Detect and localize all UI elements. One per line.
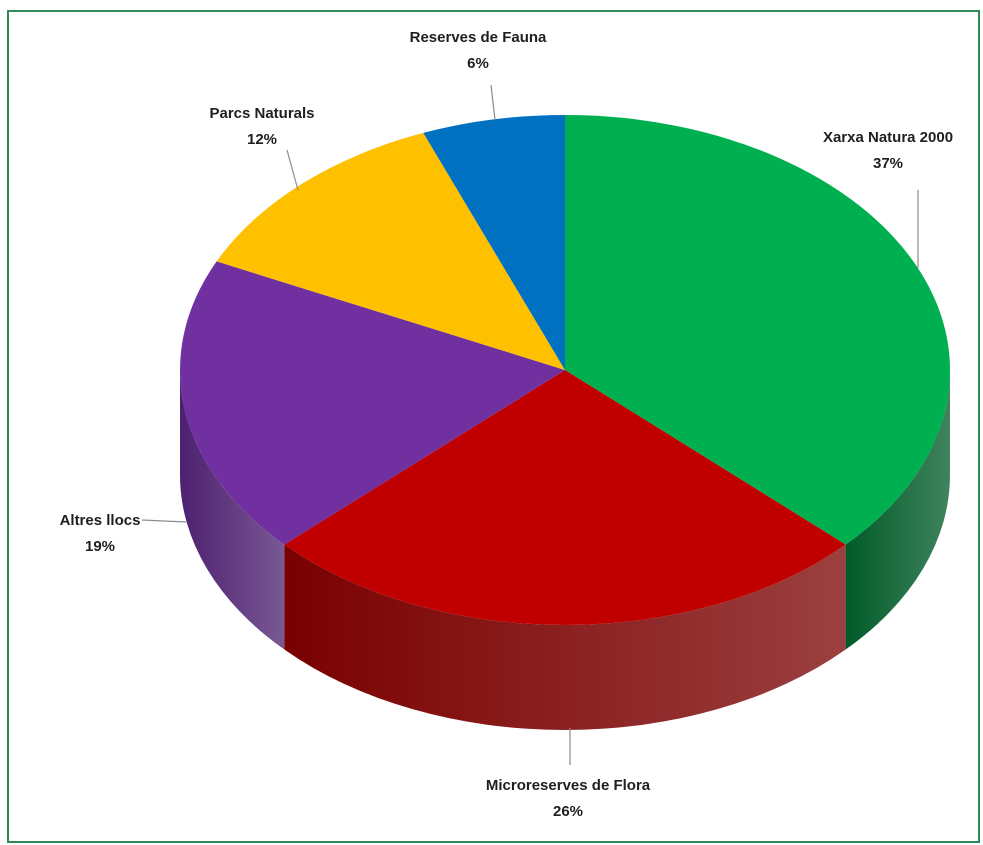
slice-label-parcs-naturals: Parcs Naturals bbox=[209, 105, 314, 122]
slice-reserves-de-fauna bbox=[423, 115, 565, 370]
slice-altres-llocs bbox=[180, 261, 565, 545]
slice-xarxa-natura-2000 bbox=[565, 115, 950, 545]
slice-percent-microreserves-de-flora: 26% bbox=[553, 803, 583, 820]
slice-label-reserves-de-fauna: Reserves de Fauna bbox=[410, 29, 547, 46]
pie-sides bbox=[180, 370, 950, 730]
slice-side-microreserves-de-flora bbox=[284, 544, 846, 730]
slice-microreserves-de-flora bbox=[284, 370, 846, 625]
slice-side-altres-llocs bbox=[180, 370, 285, 650]
slice-percent-reserves-de-fauna: 6% bbox=[467, 55, 489, 72]
slice-percent-parcs-naturals: 12% bbox=[247, 131, 277, 148]
leader-line-altres-llocs bbox=[141, 519, 187, 523]
leader-line-reserves-de-fauna bbox=[490, 84, 496, 121]
slice-percent-xarxa-natura-2000: 37% bbox=[873, 155, 903, 172]
slice-label-altres-llocs: Altres llocs bbox=[60, 512, 141, 529]
slice-labels: Xarxa Natura 2000 37% Microreserves de Flo… bbox=[60, 29, 953, 820]
leader-line-parcs-naturals bbox=[286, 149, 299, 191]
slice-parcs-naturals bbox=[216, 132, 565, 370]
slice-percent-altres-llocs: 19% bbox=[85, 538, 115, 555]
slice-side-xarxa-natura-2000 bbox=[845, 370, 950, 650]
slice-label-microreserves-de-flora: Microreserves de Flora bbox=[486, 777, 651, 794]
label-leaders bbox=[141, 84, 919, 765]
pie-tops bbox=[180, 115, 950, 625]
slice-label-xarxa-natura-2000: Xarxa Natura 2000 bbox=[823, 129, 953, 146]
